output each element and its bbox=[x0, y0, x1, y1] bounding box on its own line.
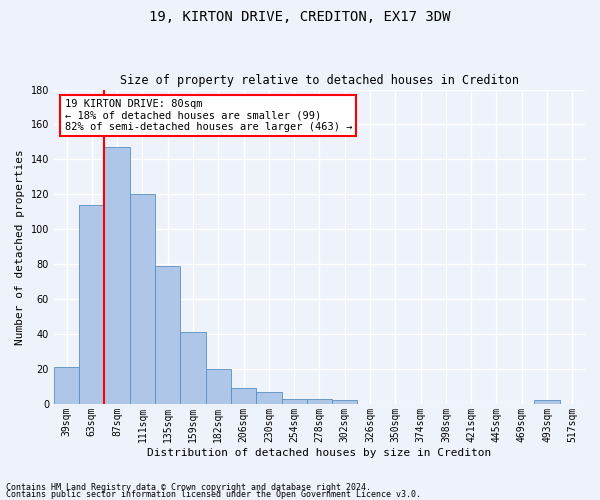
Bar bbox=[181, 332, 206, 404]
Bar bbox=[256, 392, 281, 404]
Bar bbox=[130, 194, 155, 404]
Bar bbox=[281, 398, 307, 404]
Text: Contains HM Land Registry data © Crown copyright and database right 2024.: Contains HM Land Registry data © Crown c… bbox=[6, 484, 371, 492]
Text: 19, KIRTON DRIVE, CREDITON, EX17 3DW: 19, KIRTON DRIVE, CREDITON, EX17 3DW bbox=[149, 10, 451, 24]
Bar bbox=[307, 398, 332, 404]
Bar bbox=[104, 147, 130, 404]
Text: 19 KIRTON DRIVE: 80sqm
← 18% of detached houses are smaller (99)
82% of semi-det: 19 KIRTON DRIVE: 80sqm ← 18% of detached… bbox=[65, 99, 352, 132]
Bar bbox=[206, 369, 231, 404]
X-axis label: Distribution of detached houses by size in Crediton: Distribution of detached houses by size … bbox=[148, 448, 491, 458]
Bar bbox=[231, 388, 256, 404]
Bar bbox=[535, 400, 560, 404]
Text: Contains public sector information licensed under the Open Government Licence v3: Contains public sector information licen… bbox=[6, 490, 421, 499]
Y-axis label: Number of detached properties: Number of detached properties bbox=[15, 149, 25, 344]
Bar bbox=[79, 205, 104, 404]
Title: Size of property relative to detached houses in Crediton: Size of property relative to detached ho… bbox=[120, 74, 519, 87]
Bar bbox=[155, 266, 181, 404]
Bar bbox=[332, 400, 358, 404]
Bar bbox=[54, 367, 79, 404]
